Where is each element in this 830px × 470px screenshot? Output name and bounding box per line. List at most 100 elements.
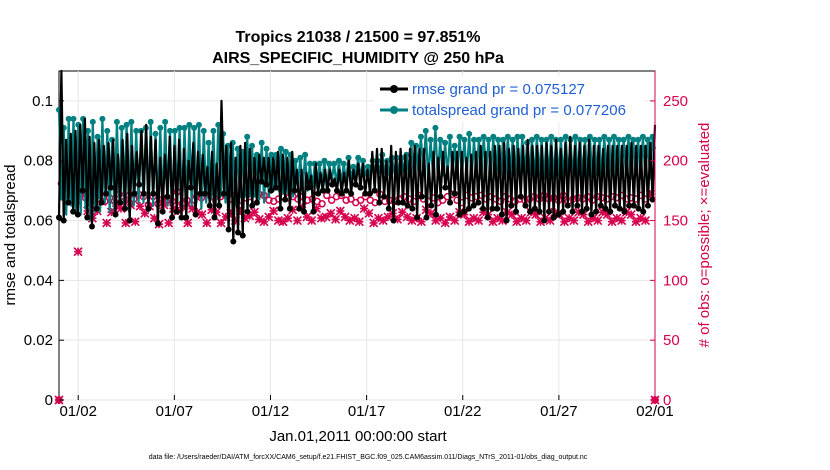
spread-point [582, 136, 589, 143]
spread-point [533, 133, 540, 140]
rmse-point [277, 205, 284, 212]
rmse-point [244, 208, 251, 215]
rmse-point [103, 190, 110, 197]
rmse-point [343, 187, 350, 194]
obs-evaluated-marker [202, 218, 212, 228]
rmse-point [253, 199, 260, 206]
spread-point [499, 136, 506, 143]
obs-evaluated-marker [268, 206, 279, 216]
spread-point [166, 127, 173, 134]
obs-evaluated-marker [264, 212, 274, 222]
spread-point [586, 133, 593, 140]
rmse-point [414, 214, 421, 221]
spread-point [335, 157, 342, 164]
spread-point [70, 115, 77, 122]
x-tick-label: 01/07 [156, 403, 194, 420]
spread-point [528, 136, 535, 143]
rmse-point [602, 205, 609, 212]
spread-point [118, 124, 125, 131]
rmse-point [621, 208, 628, 215]
spread-point [205, 139, 212, 146]
rmse-point [258, 178, 265, 185]
obs-evaluated-marker [626, 209, 636, 220]
obs-evaluated-marker [450, 215, 460, 226]
rmse-point [183, 214, 190, 221]
rmse-point [399, 199, 406, 206]
rmse-point [211, 214, 218, 221]
obs-evaluated-marker [569, 215, 579, 226]
spread-point [451, 142, 458, 149]
spread-point [509, 136, 516, 143]
rmse-series-line [57, 69, 657, 243]
spread-point [625, 133, 632, 140]
x-tick-label: 01/17 [348, 403, 386, 420]
obs-evaluated-marker [474, 215, 484, 226]
obs-evaluated-marker [340, 212, 350, 222]
spread-point [94, 133, 101, 140]
rmse-point [338, 190, 345, 197]
spread-point [355, 154, 362, 161]
rmse-point [607, 208, 614, 215]
spread-point [635, 136, 642, 143]
spread-point [215, 121, 222, 128]
rmse-point [230, 238, 237, 245]
obs-evaluated-marker [197, 209, 207, 220]
rmse-point [164, 193, 171, 200]
obs-evaluated-marker [464, 217, 474, 227]
spread-point [244, 133, 251, 140]
spread-point [639, 133, 646, 140]
spread-point [176, 124, 183, 131]
spread-point [596, 136, 603, 143]
spread-point [422, 127, 429, 134]
y-right-tick-label: 50 [663, 332, 680, 349]
rmse-point [588, 211, 595, 218]
rmse-point [159, 208, 166, 215]
obs-evaluated-marker [354, 217, 364, 227]
y-right-tick-label: 250 [663, 93, 688, 110]
obs-possible-marker [356, 196, 365, 204]
spread-point [485, 136, 492, 143]
rmse-point [272, 184, 279, 191]
rmse-point [296, 205, 303, 212]
obs-possible-marker [327, 196, 336, 204]
rmse-point [569, 208, 576, 215]
obs-evaluated-marker [283, 213, 293, 223]
x-tick-label: 01/12 [252, 403, 290, 420]
rmse-point [329, 181, 336, 188]
spread-point [268, 151, 275, 158]
obs-evaluated-marker [440, 218, 450, 228]
spread-point [282, 148, 289, 155]
rmse-point [560, 208, 567, 215]
y-right-tick-label: 0 [663, 392, 671, 409]
rmse-point [225, 226, 232, 233]
obs-evaluated-marker [102, 218, 112, 228]
rmse-point [126, 217, 133, 224]
rmse-point [154, 220, 161, 227]
rmse-point [357, 184, 364, 191]
obs-evaluated-marker [378, 215, 388, 226]
spread-point [620, 136, 627, 143]
spread-point [630, 136, 637, 143]
rmse-point [173, 208, 180, 215]
rmse-point [494, 205, 501, 212]
obs-evaluated-marker [640, 215, 651, 226]
rmse-point [381, 193, 388, 200]
rmse-point [574, 202, 581, 209]
rmse-point [348, 190, 355, 197]
rmse-point [451, 190, 458, 197]
rmse-point [291, 187, 298, 194]
rmse-point [550, 214, 557, 221]
rmse-point [206, 202, 213, 209]
rmse-point [131, 190, 138, 197]
rmse-point [470, 202, 477, 209]
x-tick-label: 01/02 [59, 403, 97, 420]
spread-point [210, 127, 217, 134]
obs-evaluated-marker [445, 212, 455, 222]
obs-evaluated-marker [521, 215, 531, 226]
rmse-point [461, 208, 468, 215]
rmse-point [447, 199, 454, 206]
rmse-point [150, 190, 157, 197]
x-tick-label: 01/22 [444, 403, 482, 420]
obs-evaluated-marker [607, 217, 617, 227]
